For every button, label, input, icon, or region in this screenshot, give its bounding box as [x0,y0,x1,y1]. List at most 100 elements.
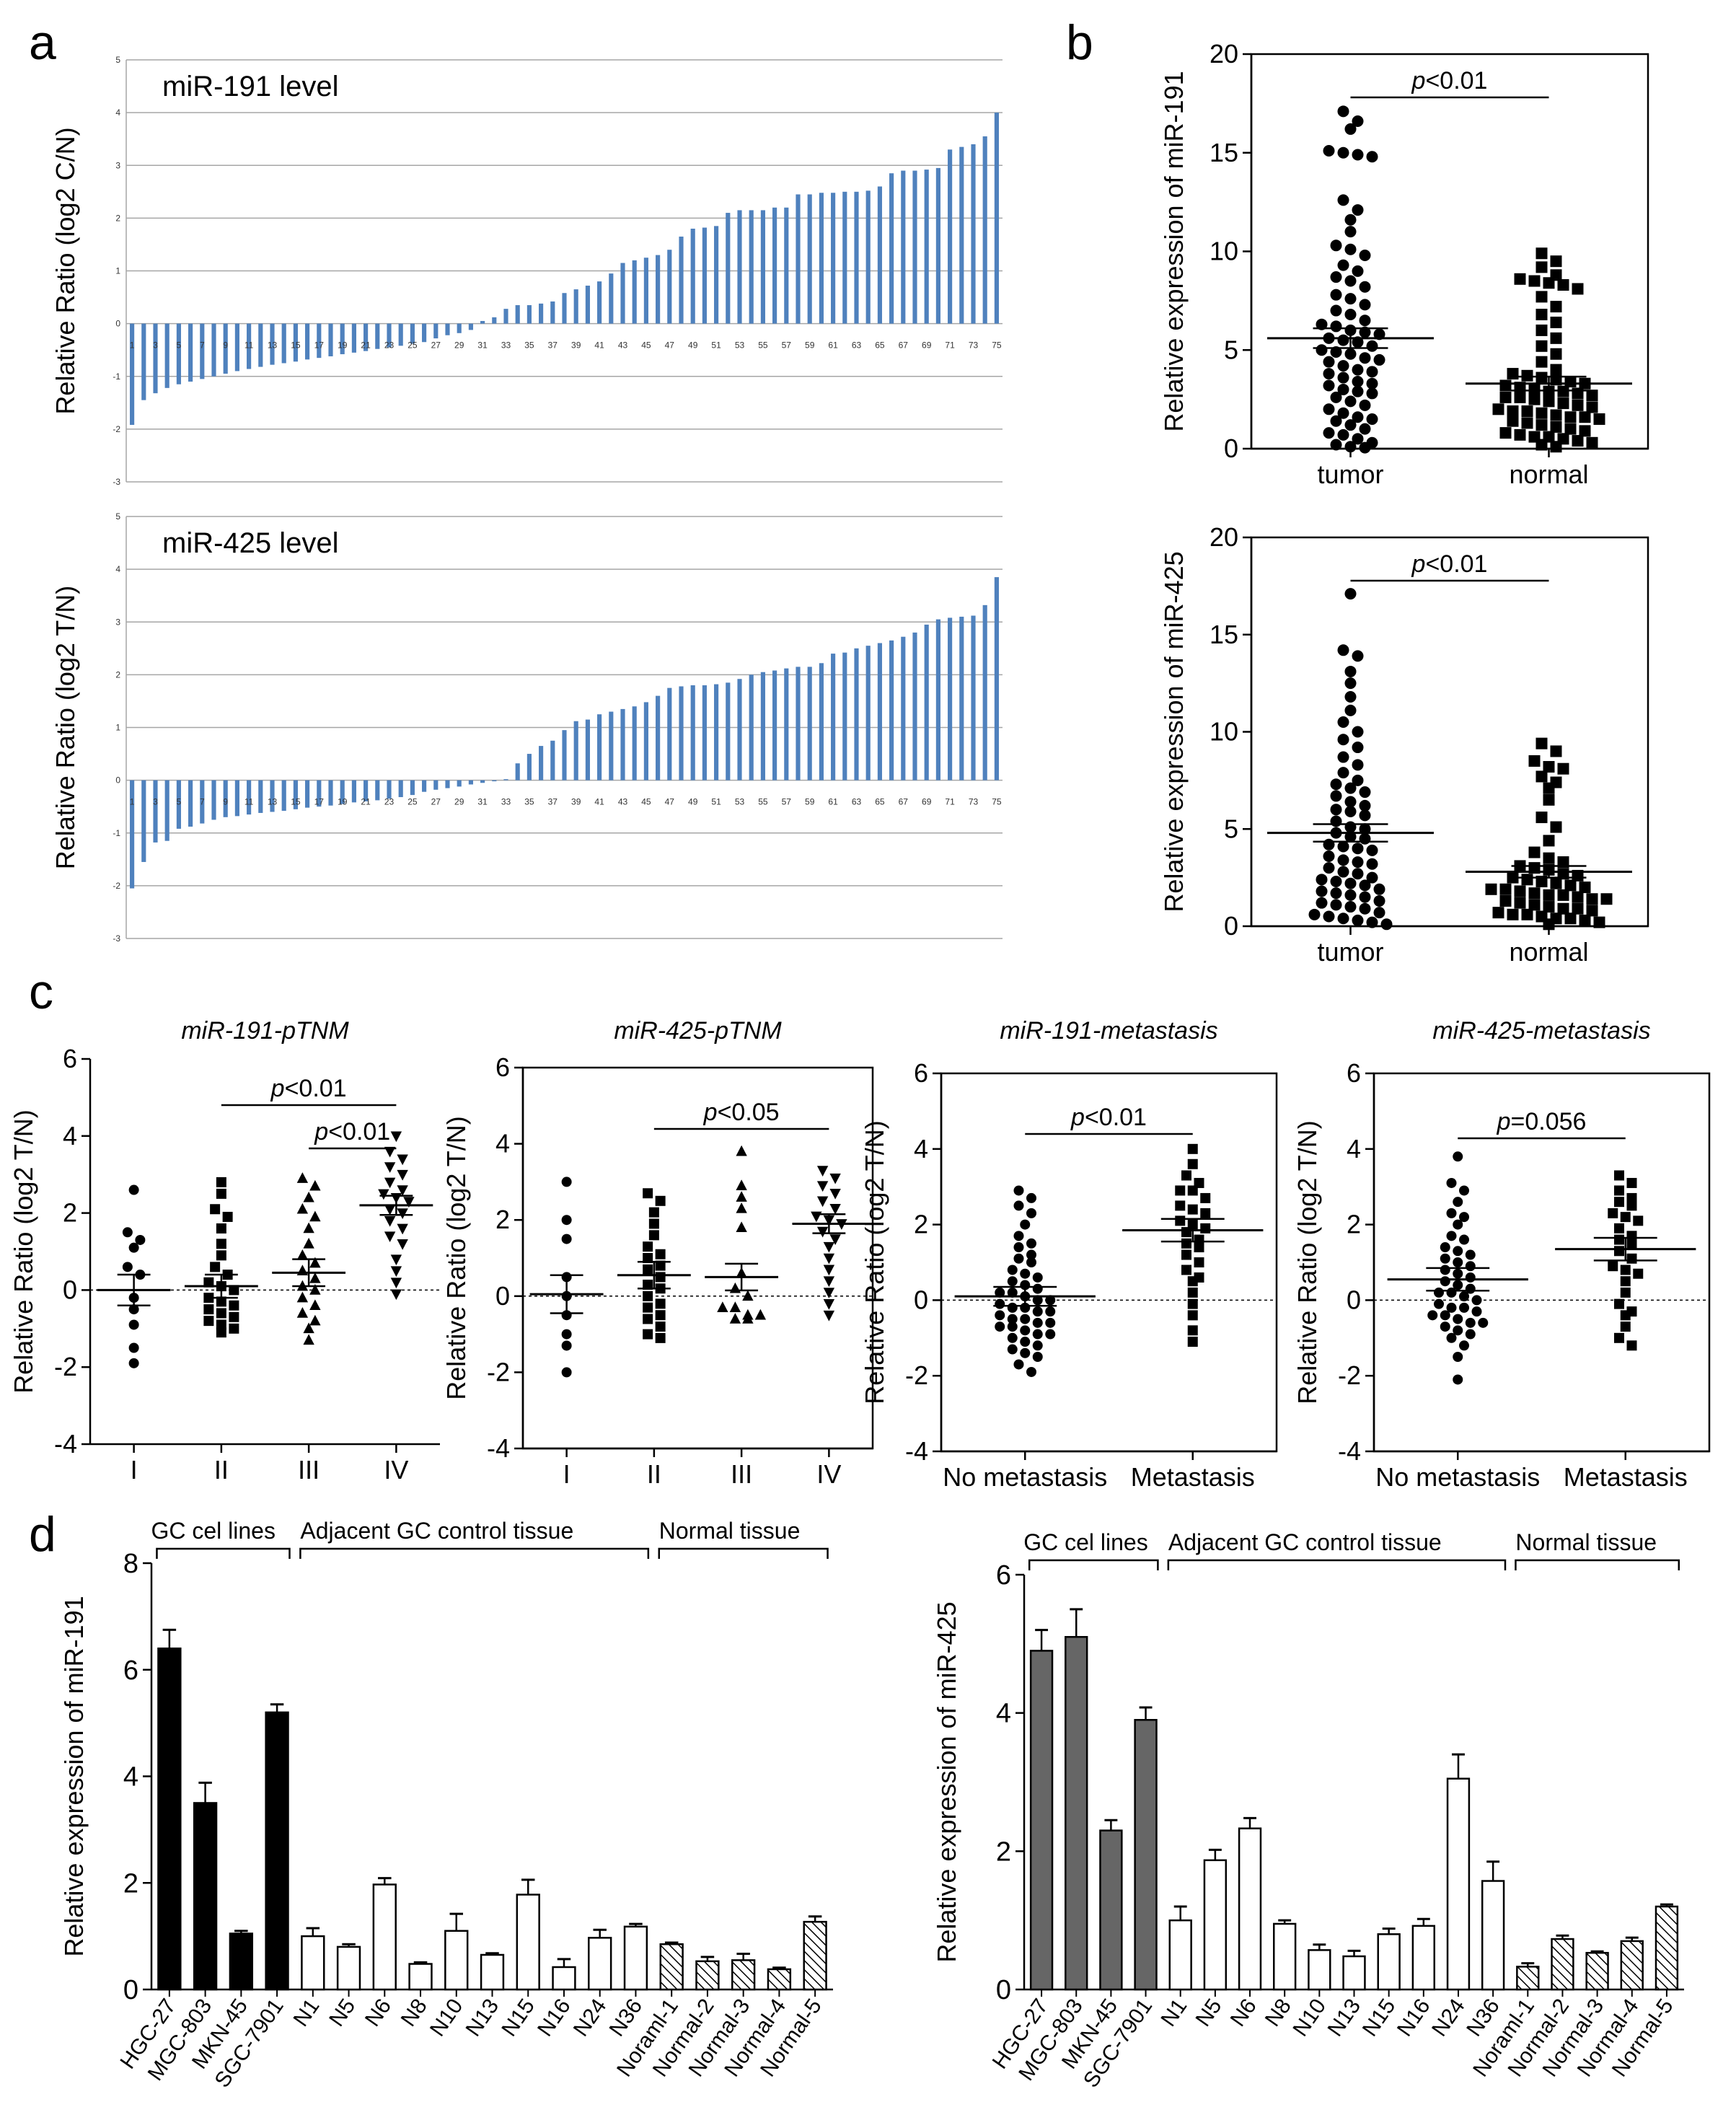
data-point [1366,366,1378,378]
data-point [1614,1170,1624,1181]
data-point [1330,239,1342,252]
data-point [1543,918,1555,931]
chart-title: miR-425-pTNM [614,1017,782,1045]
y-tick-label: 2 [115,669,120,680]
data-point [643,1253,653,1263]
data-point [1514,885,1526,897]
ratio-bar [889,640,894,781]
ratio-bar [643,258,648,324]
data-point [995,1322,1005,1332]
ratio-bar [398,780,403,798]
data-point [1440,1276,1450,1287]
data-point [309,1179,321,1191]
data-point [1007,1265,1018,1275]
data-point [210,1204,221,1215]
expression-bar [229,1932,254,1991]
data-point [1344,901,1357,913]
expression-bar [408,1963,433,1991]
data-point [1181,1265,1191,1275]
data-point [823,1276,835,1288]
x-tick-label: 13 [268,340,278,351]
data-point [1572,891,1584,903]
y-tick-label: 10 [1210,237,1238,266]
data-point [1499,427,1512,439]
ratio-bar [153,780,158,843]
y-tick-label: -1 [113,371,120,382]
expression-bar [1168,1919,1192,1991]
data-point [128,1184,139,1195]
data-point [1020,1268,1031,1279]
data-point [1330,790,1342,802]
data-point [561,1177,572,1187]
ratio-bar [445,323,450,335]
expression-bar [1342,1955,1366,1991]
y-tick-label: 0 [63,1275,77,1304]
data-point [1608,1261,1618,1272]
y-tick-label: 0 [115,775,120,786]
data-point [1032,1317,1043,1328]
data-point [1586,436,1598,449]
expression-bar [336,1945,361,1991]
data-point [1323,850,1335,862]
data-point [1352,868,1364,880]
data-point [303,1334,314,1345]
chart-b2: 0 5 10 15 20 tumor normal p<0.01 Relative expres… [1159,522,1649,967]
data-point [1020,1325,1031,1336]
data-point [1344,123,1357,135]
data-point [1543,835,1555,847]
data-point [643,1290,653,1301]
ratio-bar [293,323,298,362]
x-tick-label: 59 [805,797,815,807]
data-point [1352,204,1364,216]
ratio-bar [935,619,940,781]
x-tick-label: 69 [922,797,932,807]
data-point [1323,427,1335,439]
data-point [222,1211,233,1222]
data-point [1175,1200,1186,1211]
y-tick-label: -2 [113,881,120,891]
data-point [1550,821,1562,833]
group-bracket [1028,1559,1159,1570]
data-point [1586,401,1598,413]
data-point [397,1239,408,1250]
data-point [1499,379,1512,392]
data-point [1579,881,1591,894]
y-tick-label: -2 [905,1360,928,1390]
ratio-bar [340,323,345,355]
data-point [1579,411,1591,423]
data-point [1528,887,1541,900]
data-point [1330,899,1342,911]
data-point [561,1367,572,1378]
x-tick-label: 5 [177,340,182,351]
data-point [1330,289,1342,301]
data-point [1007,1322,1018,1332]
expression-bar [1203,1859,1228,1991]
data-point [1045,1317,1056,1328]
data-point [1337,371,1349,384]
data-point [643,1279,653,1290]
data-point [128,1342,139,1353]
x-tick-label: 15 [291,797,301,807]
data-point [1020,1314,1031,1324]
y-tick-label: 0 [1347,1285,1361,1314]
data-point [1352,650,1364,662]
data-point [1572,399,1584,411]
data-point [655,1298,666,1309]
expression-bar [516,1894,540,1991]
data-point [1528,275,1541,287]
data-point [1352,149,1364,161]
ratio-bar [281,323,286,364]
data-point [1535,309,1548,321]
data-point [1344,690,1357,703]
x-tick-label: N1 [1156,1995,1191,2031]
data-point [1543,889,1555,901]
data-point [296,1172,309,1183]
data-point [1620,1322,1631,1332]
data-point [1352,376,1364,388]
data-point [643,1264,653,1275]
data-point [1366,387,1378,400]
data-point [995,1298,1005,1309]
x-tick-label: 33 [501,340,511,351]
